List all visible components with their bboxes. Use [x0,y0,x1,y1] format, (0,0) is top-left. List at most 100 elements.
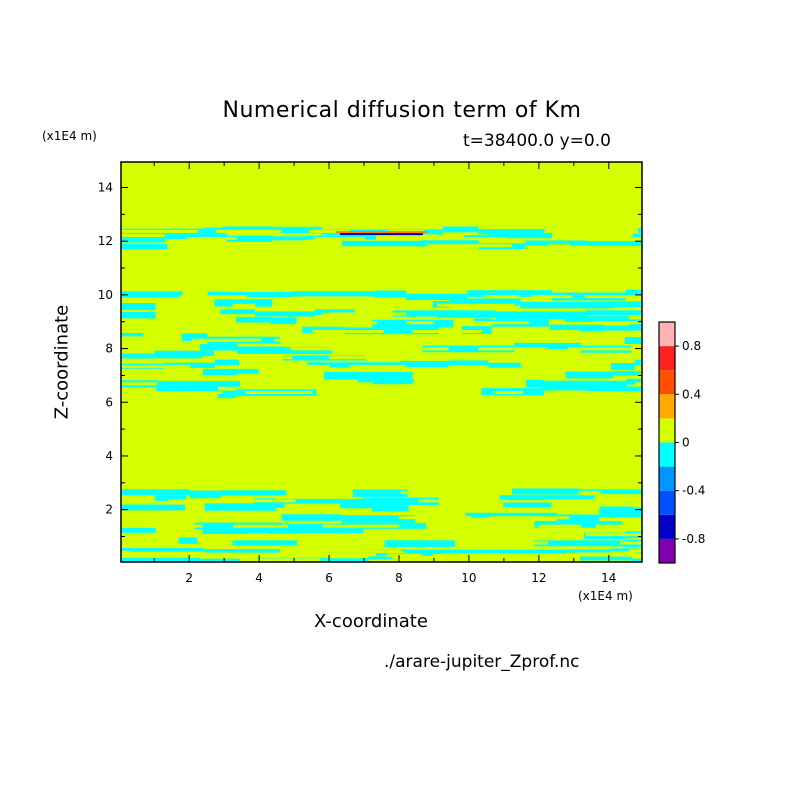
negative-band-segment [207,291,227,297]
field-streak [218,499,296,503]
colorbar-swatch [659,442,675,467]
field-streak [247,533,269,537]
field-streak [523,356,566,360]
negative-band-segment [565,371,614,379]
negative-band-segment [154,350,214,359]
negative-band-segment [631,558,642,562]
field-streak [595,524,642,528]
negative-band-segment [384,540,455,547]
field-streak [296,382,373,386]
field-streak [550,364,610,368]
negative-band-segment [437,310,496,318]
negative-band-segment [514,342,581,350]
negative-band-segment [226,292,293,298]
field-streak [121,382,158,386]
negative-band-segment [467,290,552,297]
negative-band-segment [634,359,642,366]
field-streak [179,295,247,299]
negative-band-segment [272,236,305,241]
negative-band-segment [274,498,363,504]
field-streak [357,347,381,351]
field-streak [483,338,573,342]
negative-band-segment [121,489,190,496]
negative-band-segment [220,490,287,496]
colorbar-swatch [659,370,675,395]
negative-band-segment [341,515,416,523]
negative-band-segment [121,311,156,319]
negative-band-segment [284,347,333,355]
negative-band-segment [121,329,144,337]
negative-band-segment [399,360,449,367]
negative-band-segment [586,386,642,392]
field-streak [584,295,642,299]
field-streak [494,507,574,511]
negative-band-segment [270,317,297,325]
negative-band-segment [164,233,228,239]
field-streak [497,330,579,333]
negative-band-segment [121,504,185,511]
negative-band-segment [495,311,587,320]
negative-band-segment [610,548,639,552]
x-tick-label: 4 [255,571,263,585]
negative-band-segment [580,489,642,495]
field-streak [312,330,384,333]
negative-band-segment [214,299,273,307]
y-tick-label: 8 [105,342,113,356]
negative-band-segment [611,363,635,370]
field-streak [531,295,573,299]
negative-band-segment [237,346,285,354]
negative-band-segment [566,549,611,553]
negative-band-segment [281,514,342,521]
negative-band-segment [220,309,255,315]
negative-band-segment [599,506,634,514]
negative-band-segment [181,333,208,341]
field-streak [629,549,642,553]
field-streak [186,237,237,240]
field-streak [489,516,570,520]
negative-band-segment [542,380,627,388]
colorbar-swatch [659,490,675,515]
negative-band-segment [374,290,406,298]
field-streak [544,499,615,503]
negative-band-segment [525,240,587,246]
field-streak [381,237,403,240]
negative-band-segment [420,240,479,247]
field-streak [296,321,377,325]
x-axis-label: X-coordinate [314,611,428,632]
negative-band-segment [580,556,632,561]
negative-band-segment [272,226,323,234]
field-streak [445,373,502,377]
field-streak [121,524,203,528]
negative-band-segment [564,316,629,322]
negative-band-segment [222,226,273,231]
negative-band-segment [632,233,642,240]
y-tick-label: 6 [105,395,113,409]
negative-band-segment [282,355,367,361]
negative-band-segment [625,289,642,295]
negative-band-segment [534,540,623,547]
negative-band-segment [556,514,600,522]
negative-band-segment [368,556,393,560]
negative-band-segment [302,326,345,333]
field-streak [578,490,601,494]
field-streak [634,382,642,386]
negative-band-segment [324,371,413,380]
field-streak [595,321,642,325]
field-streak [240,558,321,562]
negative-band-segment [200,344,238,351]
colorbar-swatch [659,346,675,371]
y-axis-unit: (x1E4 m) [42,129,97,143]
negative-band-segment [499,549,567,554]
colorbar-tick-label: 0.4 [682,387,701,401]
field-streak [484,295,519,299]
negative-band-segment [315,309,355,315]
field-streak [184,391,223,394]
field-streak [121,330,205,333]
negative-bands [121,226,642,562]
field-streak [572,237,642,240]
negative-band-segment [204,503,285,511]
field-streak [493,391,524,394]
negative-band-segment [478,229,545,235]
field-streak [426,244,512,248]
